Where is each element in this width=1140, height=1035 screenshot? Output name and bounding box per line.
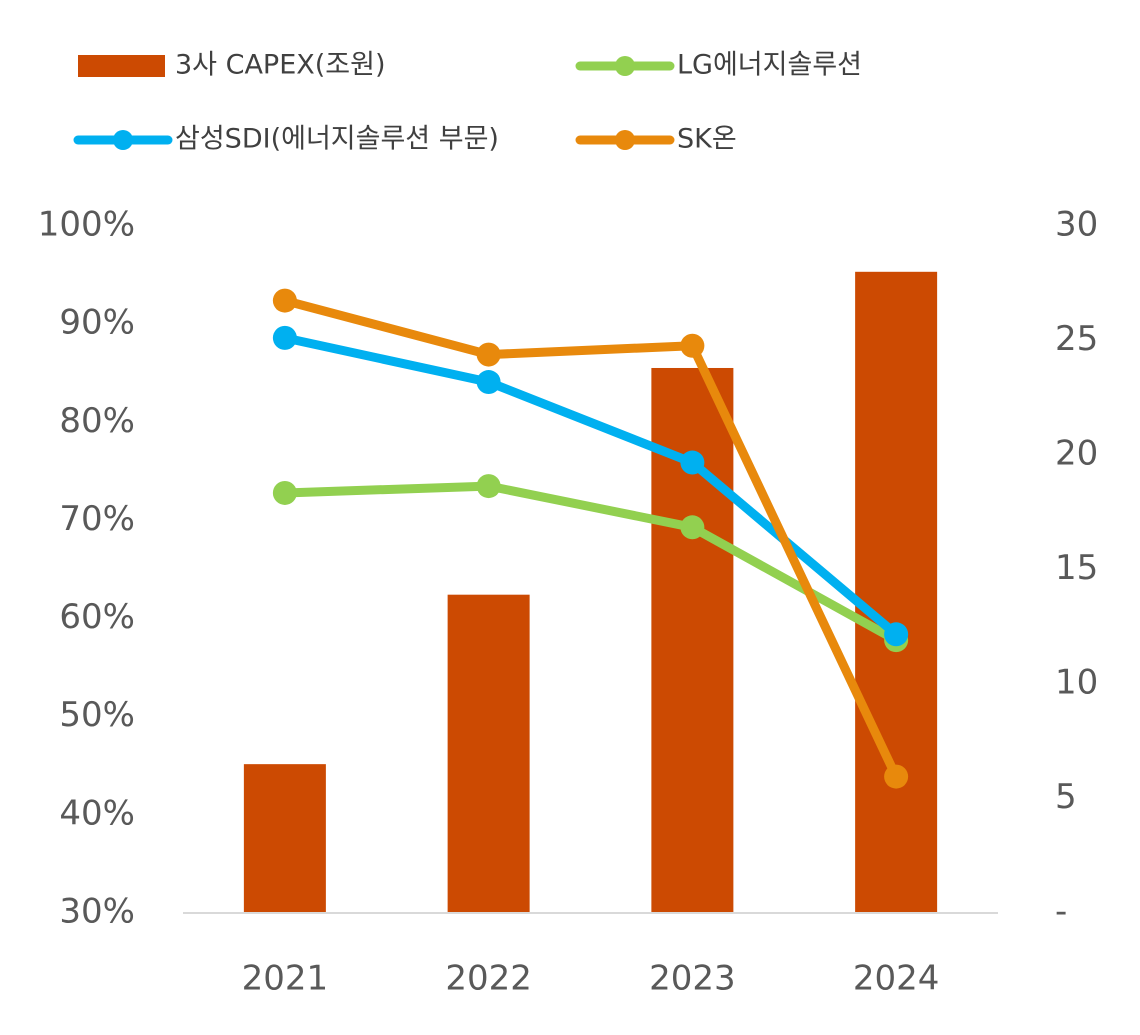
marker bbox=[476, 474, 501, 499]
marker bbox=[884, 764, 909, 789]
x-tick-label: 2021 bbox=[242, 959, 329, 999]
marker bbox=[272, 325, 297, 350]
y-tick-label: 90% bbox=[59, 303, 135, 343]
y2-tick-label: 20 bbox=[1055, 434, 1098, 474]
legend-label: LG에너지솔루션 bbox=[677, 50, 862, 81]
y2-tick-label: 30 bbox=[1055, 205, 1098, 245]
legend-label: SK온 bbox=[677, 124, 737, 155]
y2-tick-label: 5 bbox=[1055, 777, 1077, 817]
y2-tick-label: 10 bbox=[1055, 663, 1098, 703]
legend-label: 3사 CAPEX(조원) bbox=[175, 50, 386, 81]
marker bbox=[680, 450, 705, 475]
bar bbox=[243, 764, 326, 913]
legend-label: 삼성SDI(에너지솔루션 부문) bbox=[175, 124, 499, 155]
legend-marker bbox=[113, 130, 133, 150]
x-tick-label: 2023 bbox=[649, 959, 736, 999]
y-tick-label: 30% bbox=[59, 892, 135, 932]
y-tick-label: 50% bbox=[59, 695, 135, 735]
y2-tick-label: 25 bbox=[1055, 319, 1098, 359]
bar bbox=[855, 271, 938, 913]
y2-tick-label: - bbox=[1055, 892, 1067, 932]
x-tick-label: 2022 bbox=[445, 959, 532, 999]
x-tick-label: 2024 bbox=[853, 959, 940, 999]
marker bbox=[476, 370, 501, 395]
bar bbox=[447, 594, 530, 913]
line bbox=[283, 333, 900, 638]
marker bbox=[272, 480, 297, 505]
y2-tick-label: 15 bbox=[1055, 548, 1098, 588]
line bbox=[283, 296, 901, 779]
y-tick-label: 100% bbox=[38, 205, 135, 245]
y-tick-label: 70% bbox=[59, 499, 135, 539]
marker bbox=[680, 515, 705, 540]
y-tick-label: 40% bbox=[59, 793, 135, 833]
legend-swatch bbox=[78, 55, 165, 77]
legend-marker bbox=[615, 56, 635, 76]
marker bbox=[272, 288, 297, 313]
legend-marker bbox=[615, 130, 635, 150]
marker bbox=[680, 333, 705, 358]
marker bbox=[884, 622, 909, 647]
y-tick-label: 60% bbox=[59, 597, 135, 637]
line bbox=[284, 481, 899, 645]
marker bbox=[476, 342, 501, 367]
y-tick-label: 80% bbox=[59, 401, 135, 441]
